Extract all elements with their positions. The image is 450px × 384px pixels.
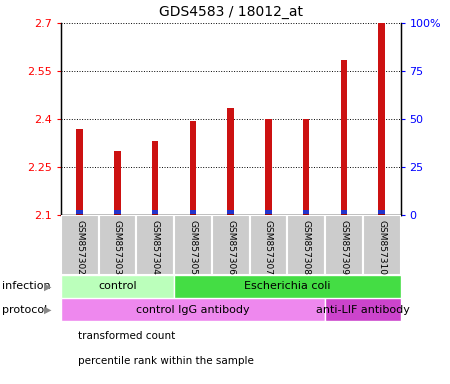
Bar — [341, 60, 347, 215]
Bar — [61, 215, 99, 275]
Text: GSM857309: GSM857309 — [339, 220, 348, 275]
Text: GSM857304: GSM857304 — [151, 220, 160, 275]
Bar — [114, 151, 121, 215]
Bar — [249, 215, 287, 275]
Bar — [99, 215, 136, 275]
Text: GSM857306: GSM857306 — [226, 220, 235, 275]
Bar — [378, 210, 385, 214]
Text: infection: infection — [2, 281, 51, 291]
Text: protocol: protocol — [2, 305, 48, 314]
Bar — [227, 210, 234, 214]
Bar — [341, 210, 347, 214]
Text: percentile rank within the sample: percentile rank within the sample — [78, 356, 254, 366]
Bar — [152, 141, 158, 215]
Text: GSM857308: GSM857308 — [302, 220, 310, 275]
Bar — [212, 215, 249, 275]
Bar — [303, 210, 309, 214]
Bar — [227, 108, 234, 215]
Bar — [61, 298, 325, 321]
Text: transformed count: transformed count — [78, 331, 175, 341]
Text: ▶: ▶ — [44, 281, 52, 291]
Bar — [325, 215, 363, 275]
Text: Escherichia coli: Escherichia coli — [244, 281, 330, 291]
Title: GDS4583 / 18012_at: GDS4583 / 18012_at — [158, 5, 302, 19]
Bar — [265, 119, 272, 215]
Bar — [114, 210, 121, 214]
Text: GSM857305: GSM857305 — [189, 220, 198, 275]
Bar — [325, 298, 400, 321]
Bar — [61, 275, 174, 298]
Bar — [189, 121, 196, 215]
Bar — [76, 129, 83, 215]
Bar — [287, 215, 325, 275]
Bar — [174, 215, 212, 275]
Text: anti-LIF antibody: anti-LIF antibody — [316, 305, 410, 314]
Text: control: control — [98, 281, 137, 291]
Bar — [189, 210, 196, 214]
Bar — [76, 210, 83, 214]
Bar — [378, 23, 385, 215]
Text: GSM857310: GSM857310 — [377, 220, 386, 275]
Bar — [303, 119, 309, 215]
Text: GSM857303: GSM857303 — [113, 220, 122, 275]
Text: control IgG antibody: control IgG antibody — [136, 305, 250, 314]
Bar — [363, 215, 400, 275]
Text: GSM857302: GSM857302 — [75, 220, 84, 275]
Bar — [174, 275, 400, 298]
Bar — [265, 210, 272, 214]
Bar — [152, 210, 158, 214]
Bar — [136, 215, 174, 275]
Text: GSM857307: GSM857307 — [264, 220, 273, 275]
Text: ▶: ▶ — [44, 305, 52, 314]
